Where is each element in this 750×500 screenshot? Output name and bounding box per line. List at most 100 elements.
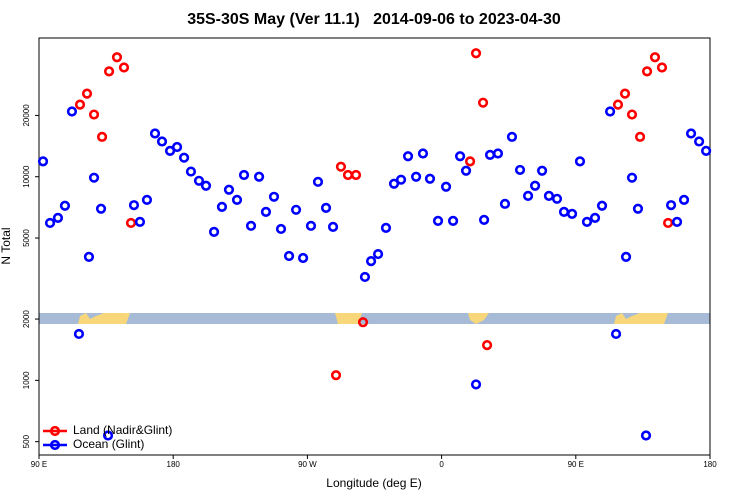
point [522,190,534,202]
point [581,216,593,228]
point [417,148,429,159]
point [111,52,123,63]
point [118,62,130,73]
legend-marker [49,439,61,451]
point [481,339,493,351]
point [701,145,712,156]
y-tick-label: 10000 [22,165,31,188]
point [537,165,548,176]
point [529,180,541,191]
plot-frame [38,37,711,456]
point [372,248,384,260]
y-tick-label: 2000 [22,310,31,328]
y-tick-label: 500 [22,434,31,448]
point [620,251,632,262]
point [231,194,243,205]
point [193,175,205,186]
point [484,149,496,160]
point [566,208,578,219]
point [395,174,407,185]
point [37,156,49,167]
point [454,151,466,162]
point [478,214,490,225]
point [477,97,489,108]
legend-marker [49,425,61,437]
point [506,131,518,142]
point [685,128,697,139]
point [662,217,674,229]
point [253,171,265,182]
x-tick-label: 90 E [568,460,584,469]
point [656,62,668,73]
point [52,212,64,223]
point [626,172,638,183]
point [81,88,93,99]
point [447,215,459,226]
point [178,152,190,163]
point [88,172,100,183]
point [83,251,95,262]
y-tick-label: 5000 [22,229,31,247]
point [641,66,653,77]
point [626,109,638,120]
point [574,156,586,167]
x-tick-label: 180 [703,460,717,469]
point [200,180,212,191]
point [245,220,257,231]
point [558,206,570,217]
point [665,200,677,211]
point [260,206,272,217]
point [141,194,153,205]
point [694,136,705,147]
point [156,136,168,147]
point [634,131,646,142]
point [543,190,555,202]
point [149,128,161,139]
point [103,66,115,77]
point [359,271,371,283]
point [128,200,140,211]
point [275,223,287,235]
point [102,430,114,441]
point [432,215,444,226]
y-tick-label: 1000 [22,371,31,389]
point [365,256,377,267]
point [551,193,563,204]
point [411,171,422,182]
point [125,217,137,229]
x-axis-label: Longitude (deg E) [326,476,421,490]
point [312,176,324,187]
map-strip [39,313,710,324]
point [388,178,400,189]
point [440,181,452,192]
point [610,328,622,340]
point [290,204,302,215]
point [612,99,624,110]
point [492,148,504,159]
point [604,106,616,117]
point [185,166,197,177]
point [350,169,362,181]
legend-label: Land (Nadir&Glint) [73,423,172,437]
y-tick-label: 20000 [22,104,31,127]
x-tick-label: 90 W [298,460,317,469]
point [283,250,295,262]
point [208,226,220,237]
point [499,198,511,209]
point [59,200,71,211]
point [402,151,414,162]
point [678,194,690,205]
point [320,202,332,213]
point [268,191,280,202]
legend-label: Ocean (Glint) [73,437,144,451]
point [596,200,608,211]
x-tick-label: 0 [439,460,444,469]
point [134,216,146,228]
point [330,370,342,381]
point [335,161,347,172]
point [44,217,56,229]
point [297,252,309,264]
point [73,328,85,340]
x-tick-label: 180 [167,460,181,469]
